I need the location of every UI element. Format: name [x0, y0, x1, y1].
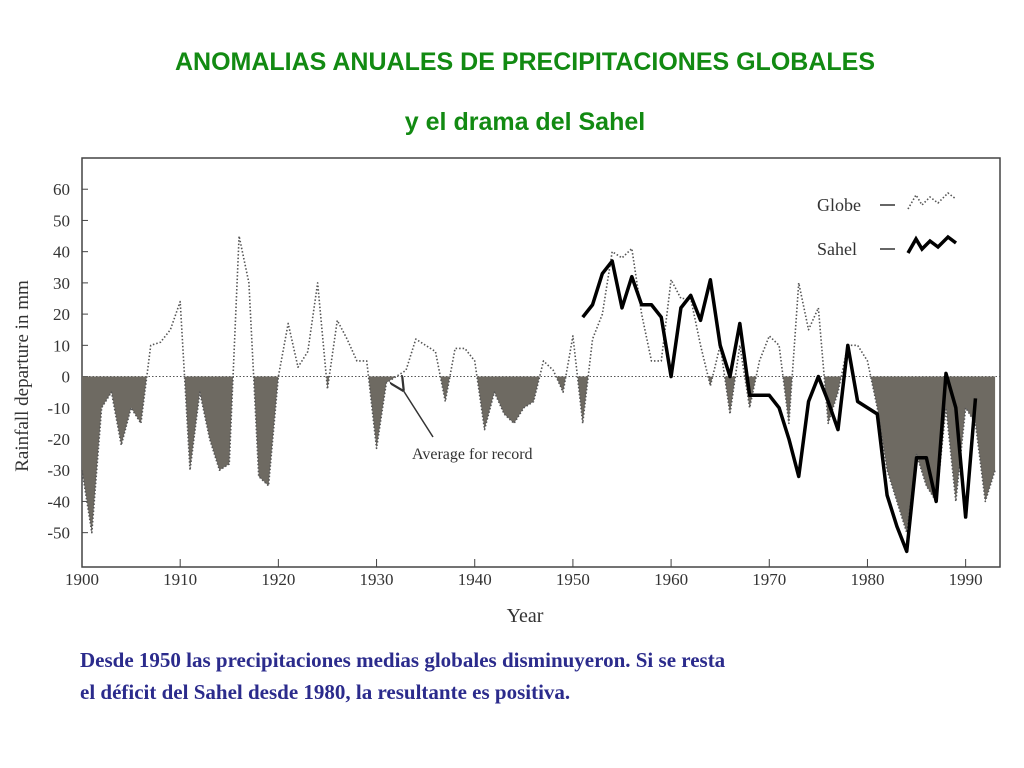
x-tick-label: 1960	[654, 570, 688, 589]
y-tick-label: -50	[47, 524, 70, 543]
x-tick-label: 1940	[458, 570, 492, 589]
chart: Rainfall departure in mm Year Average fo…	[12, 157, 1001, 627]
y-tick-label: 30	[53, 274, 70, 293]
plot-frame	[81, 157, 1001, 568]
y-tick-label: 40	[53, 243, 70, 262]
y-tick-label: -20	[47, 430, 70, 449]
caption-line: Desde 1950 las precipitaciones medias gl…	[80, 648, 726, 672]
series-line	[581, 259, 978, 554]
x-tick-label: 1910	[163, 570, 197, 589]
legend-swatch	[906, 234, 958, 254]
y-tick-label: 60	[53, 180, 70, 199]
legend-label: Sahel	[817, 239, 857, 259]
y-tick-label: -30	[47, 461, 70, 480]
x-tick-label: 1920	[261, 570, 295, 589]
annotation-arrow	[403, 390, 434, 438]
y-tick-label: -10	[47, 399, 70, 418]
x-tick-label: 1980	[850, 570, 884, 589]
series-line	[81, 235, 996, 534]
x-axis-label: Year	[507, 605, 544, 627]
y-axis-label: Rainfall departure in mm	[12, 280, 33, 472]
y-tick-label: -40	[47, 492, 70, 511]
y-tick-label: 20	[53, 305, 70, 324]
y-tick-label: 10	[53, 336, 70, 355]
x-tick-label: 1930	[360, 570, 394, 589]
caption-line: el déficit del Sahel desde 1980, la resu…	[80, 680, 571, 704]
x-tick-label: 1950	[556, 570, 590, 589]
y-tick-label: 0	[62, 368, 71, 387]
subtitle: y el drama del Sahel	[404, 108, 646, 136]
legend-swatch	[907, 191, 957, 210]
x-tick-label: 1990	[949, 570, 983, 589]
x-tick-label: 1900	[65, 570, 99, 589]
legend-label: Globe	[817, 195, 861, 215]
x-tick-label: 1970	[752, 570, 786, 589]
negative-area	[82, 376, 996, 533]
y-tick-label: 50	[53, 211, 70, 230]
annotation: Average for record	[412, 446, 533, 463]
title: ANOMALIAS ANUALES DE PRECIPITACIONES GLO…	[174, 48, 876, 76]
